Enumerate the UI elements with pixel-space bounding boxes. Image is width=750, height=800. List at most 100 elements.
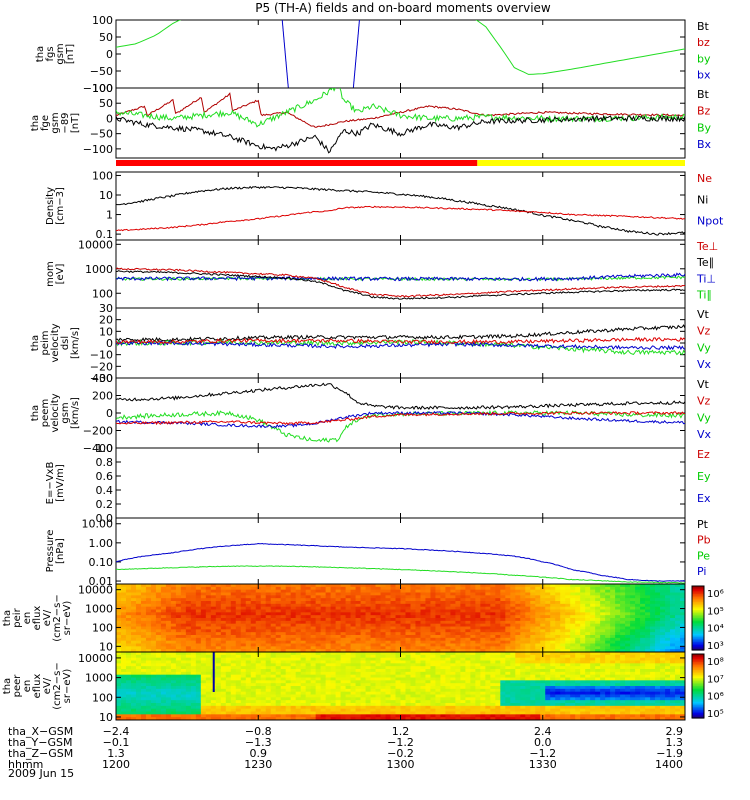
- ylabel-exb: [mV/m]: [55, 464, 66, 502]
- orbit-label: tha_Z−GSM: [8, 747, 73, 760]
- ytick-label: −30: [90, 372, 113, 385]
- orbit-label: hhmm: [8, 758, 43, 771]
- orbit-value: 0.0: [534, 736, 552, 749]
- colorbar-label: 10³: [707, 641, 724, 652]
- ylabel-peem: gsm: [60, 402, 71, 423]
- ylabel-fge: gsm: [50, 112, 61, 133]
- ylabel-pressure: Pressure: [45, 530, 56, 573]
- legend-fgs-0: Bt: [697, 20, 710, 33]
- orbit-value: 1230: [244, 758, 272, 771]
- ytick-label: −50: [90, 128, 113, 141]
- ytick-label: −10: [90, 349, 113, 362]
- mode-bar-slow: [477, 160, 685, 166]
- orbit-value: 1.2: [392, 725, 410, 738]
- series-fge-Bt: [116, 114, 685, 154]
- panel-fgs: 100 50 0 −50 −100 tha fgs gsm [nT] Bt bz by bx: [35, 14, 711, 95]
- series-pressure-Pi: [116, 542, 685, 582]
- series-fge-By: [116, 88, 685, 128]
- series-group-peim: [116, 324, 685, 356]
- colorbar-label: 10⁶: [707, 692, 724, 703]
- ytick-label: 0.01: [89, 575, 114, 588]
- panel-density: 100 10 1 0.1 Density [cm−3] Ne Ni Npot: [45, 169, 724, 241]
- legend-fge-3: Bx: [697, 138, 712, 151]
- series-group-fge: [116, 88, 685, 154]
- legend-fgs-2: by: [697, 52, 711, 65]
- ytick-label: 50: [99, 31, 113, 44]
- series-fgs-by: [116, 20, 685, 75]
- series-density-Ni: [116, 185, 685, 236]
- ylabel-peer: eflux: [32, 674, 43, 699]
- ytick-label: 0: [106, 112, 113, 125]
- ylabel-fgs: tha: [35, 46, 46, 62]
- series-peem-Vz: [116, 411, 685, 426]
- series-group-mom: [116, 267, 685, 300]
- colorbar-label: 10⁷: [707, 674, 724, 685]
- series-group-pressure: [116, 542, 685, 584]
- legend-exb-1: Ey: [697, 470, 711, 483]
- colorbar-peer: 10⁸ 10⁷ 10⁶ 10⁵: [691, 653, 724, 720]
- series-peem-Vt: [116, 382, 685, 411]
- ylabel-peim: [km/s]: [70, 327, 81, 359]
- ytick-label: 100: [92, 287, 113, 300]
- orbit-value: −1.2: [529, 747, 556, 760]
- ytick-label: 0.0: [96, 512, 114, 525]
- ytick-label: 100: [92, 691, 113, 704]
- colorbar-peir: 10⁶ 10⁵ 10⁴ 10³: [691, 585, 724, 652]
- ylabel-peer: sr−eV): [62, 669, 73, 704]
- legend-peim-1: Vz: [697, 325, 711, 338]
- ytick-label: 0.1: [96, 228, 114, 241]
- series-peem-Vy: [116, 409, 685, 443]
- ytick-label: 1: [106, 209, 113, 222]
- ylabel-peer: (cm2−s−: [52, 662, 63, 709]
- legend-fge-2: By: [697, 121, 712, 134]
- legend-peim-0: Vt: [697, 308, 710, 321]
- legend-mom-3: Ti∥: [696, 289, 712, 302]
- panel-exb: 1.00.80.60.40.20.0 E=−VxB [mV/m] Ez Ey Ex: [45, 442, 711, 525]
- series-fge-Bz: [116, 92, 685, 128]
- legend-peim-2: Vy: [697, 341, 711, 354]
- orbit-value: −1.2: [387, 736, 414, 749]
- ylabel-peim: peim: [40, 330, 51, 355]
- ytick-label: 10000: [78, 584, 113, 597]
- axes-exb: [115, 447, 686, 519]
- ytick-label: 100: [92, 14, 113, 27]
- ylabel-density: [cm−3]: [55, 187, 66, 225]
- ytick-label: 100: [92, 82, 113, 95]
- series-fgs-bx: [352, 20, 360, 88]
- ylabel-peer: tha: [2, 678, 13, 694]
- ytick-label: 10000: [78, 652, 113, 665]
- legend-density-1: Ni: [697, 193, 708, 206]
- ylabel-peir: (cm2−s−: [52, 594, 63, 641]
- date-label: 2009 Jun 15: [8, 767, 74, 780]
- legend-fge-0: Bt: [697, 88, 710, 101]
- legend-density-0: Ne: [697, 172, 712, 185]
- panel-peer: 10000 1000 100 10 tha peer en eflux eV/(cm2−s− sr…: [2, 651, 724, 724]
- orbit-value: 1.3: [666, 736, 684, 749]
- legend-fgs-3: bx: [697, 69, 711, 82]
- ytick-label: 0.4: [96, 484, 114, 497]
- ytick-label: 10.00: [82, 518, 114, 531]
- ytick-label: −100: [83, 143, 113, 156]
- orbit-value: 2.4: [534, 725, 552, 738]
- legend-peem-1: Vz: [697, 395, 711, 408]
- orbit-value: −0.1: [103, 736, 130, 749]
- colorbar-label: 10⁶: [707, 589, 724, 600]
- orbit-value: 1330: [529, 758, 557, 771]
- ylabel-peem: velocity: [50, 393, 61, 432]
- series-fgs-bx: [281, 20, 289, 88]
- legend-density-2: Npot: [697, 215, 724, 228]
- ytick-label: 1000: [85, 672, 113, 685]
- ytick-label: 0: [106, 48, 113, 61]
- colorbar-label: 10⁵: [707, 709, 724, 720]
- legend-peim-3: Vx: [697, 358, 712, 371]
- panel-pressure: 10.00 1.00 0.10 0.01 Pressure [nPa] Pt Pb Pe Pi: [45, 517, 711, 588]
- ytick-label: 10: [99, 711, 113, 724]
- orbit-value: −1.9: [656, 747, 683, 760]
- ylabel-mom: [eV]: [55, 264, 66, 285]
- ylabel-density: Density: [45, 187, 56, 225]
- ytick-label: −200: [83, 425, 113, 438]
- ylabel-peer: peer: [12, 674, 23, 698]
- series-mom-Te⊥: [116, 267, 685, 298]
- ylabel-peim: dsl: [60, 336, 71, 350]
